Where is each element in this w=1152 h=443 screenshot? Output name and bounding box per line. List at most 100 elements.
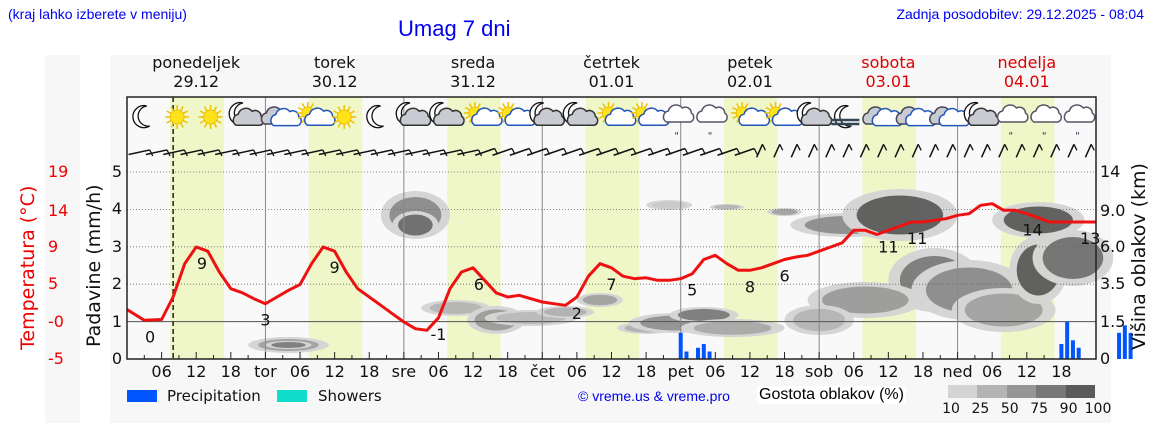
moon-icon [132, 104, 151, 129]
cloud-height-tick-label: 9.0 [1100, 201, 1126, 220]
svg-text:": " [1008, 131, 1013, 142]
cloud-icon [895, 106, 937, 127]
x-tick-label: 12 [878, 362, 899, 381]
x-tick-label: sre [391, 362, 417, 381]
moon-cloud-icon [562, 101, 599, 127]
moon-cloud-icon [429, 101, 465, 127]
temperature-tick-label: 5 [48, 274, 59, 293]
cloud-density-label: 50 [1000, 401, 1019, 417]
day-date: 01.01 [588, 72, 635, 91]
temperature-label: 6 [474, 275, 484, 294]
day-name: sobota [861, 53, 916, 72]
precip-tick-label: 0 [111, 349, 122, 368]
x-tick-label: 18 [359, 362, 380, 381]
cloud-density-swatch [1036, 385, 1066, 398]
day-header: četrtek 01.01 [552, 53, 672, 91]
precip-bar [1059, 344, 1064, 359]
precip-bar [1065, 321, 1070, 359]
x-tick-label: 18 [1051, 362, 1072, 381]
cloud-height-tick-label: 0 [1100, 349, 1111, 368]
cloud-icon [862, 106, 904, 127]
precip-bar [707, 351, 712, 359]
temperature-label: 9 [197, 254, 207, 273]
temperature-label: -1 [430, 325, 446, 344]
precip-tick-label: 4 [111, 199, 122, 219]
copyright-link[interactable]: © vreme.us & vreme.pro [578, 388, 730, 404]
day-name: torek [313, 53, 356, 72]
x-tick-label: 12 [186, 362, 207, 381]
cloud-height-axis-title: Višina oblakov (km) [1128, 163, 1150, 350]
x-tick-label: 12 [739, 362, 761, 381]
cloud-icon [260, 106, 302, 127]
x-tick-label: 18 [635, 362, 657, 381]
day-name: ponedeljek [152, 53, 241, 72]
temperature-tick-label: -5 [48, 349, 64, 368]
showers-legend-label: Showers [318, 387, 382, 405]
cloud-density-swatch [1006, 385, 1037, 398]
day-date: 31.12 [450, 72, 496, 91]
sun-icon [332, 105, 357, 129]
day-header: torek 30.12 [275, 53, 395, 91]
temperature-tick-label: 9 [48, 237, 59, 256]
x-tick-label: 06 [705, 362, 726, 381]
cloud-height-tick-label: 1.5 [1100, 312, 1126, 331]
day-header: nedelja 04.01 [967, 53, 1087, 91]
x-tick-label: 06 [428, 362, 449, 381]
precip-bar [1070, 340, 1075, 359]
moon-cloud-icon [529, 101, 566, 127]
precip-tick-label: 2 [111, 274, 122, 294]
x-tick-label: tor [254, 362, 277, 381]
temperature-axis-panel [45, 55, 80, 423]
last-updated: Zadnja posodobitev: 29.12.2025 - 08:04 [896, 6, 1144, 22]
sun-cloud-icon [463, 102, 503, 126]
precip-bar [696, 347, 701, 359]
daylight-band [585, 97, 640, 359]
x-tick-label: 18 [497, 362, 518, 381]
x-tick-label: čet [529, 362, 555, 381]
day-date: 03.01 [865, 72, 912, 91]
x-tick-label: 12 [601, 362, 622, 381]
x-tick-label: 06 [151, 362, 172, 381]
temperature-tick-label: 19 [48, 162, 69, 181]
day-name: petek [727, 53, 773, 72]
cloud-icon [929, 106, 971, 127]
temperature-label: 14 [1022, 221, 1042, 240]
sun-cloud-icon [296, 102, 336, 126]
precip-tick-label: 1 [111, 311, 122, 331]
temperature-label: 0 [145, 327, 155, 346]
x-tick-label: 18 [912, 362, 934, 381]
daylight-band [170, 97, 224, 359]
location-hint: (kraj lahko izberete v meniju) [8, 6, 187, 22]
temperature-axis-title: Temperatura (°C) [17, 185, 39, 350]
day-header: ponedeljek 29.12 [136, 53, 256, 91]
cloud-drizzle-icon: " [662, 104, 695, 142]
cloud-height-tick-label: 3.5 [1100, 274, 1126, 293]
cloud-density-title: Gostota oblakov (%) [757, 386, 906, 404]
temperature-label: 13 [1080, 229, 1100, 248]
sun-cloud-icon [630, 102, 670, 126]
day-header: sobota 03.01 [828, 53, 948, 91]
svg-text:": " [1075, 131, 1080, 142]
sun-cloud-icon [764, 102, 804, 126]
precip-tick-label: 3 [111, 236, 122, 256]
moon-cloud-icon [395, 101, 432, 127]
precip-bar [1076, 347, 1081, 359]
cloud-drizzle-icon: " [996, 104, 1029, 142]
x-tick-label: pet [667, 362, 694, 381]
moon-cloud-icon [963, 101, 1000, 127]
precip-bar [1128, 332, 1133, 359]
temperature-label: 9 [330, 258, 340, 277]
sun-icon [165, 105, 190, 129]
sun-cloud-icon [597, 102, 637, 126]
temperature-label: 11 [878, 237, 898, 256]
sun-cloud-icon [731, 102, 771, 126]
temperature-label: 8 [745, 277, 755, 296]
day-date: 02.01 [727, 72, 773, 91]
day-date: 04.01 [1003, 72, 1050, 91]
page-title: Umag 7 dni [398, 16, 511, 41]
x-tick-label: 06 [981, 362, 1003, 381]
svg-text:": " [674, 131, 679, 142]
x-tick-label: 18 [220, 362, 241, 381]
precip-tick-label: 5 [111, 162, 122, 181]
temperature-label: 7 [606, 275, 616, 294]
